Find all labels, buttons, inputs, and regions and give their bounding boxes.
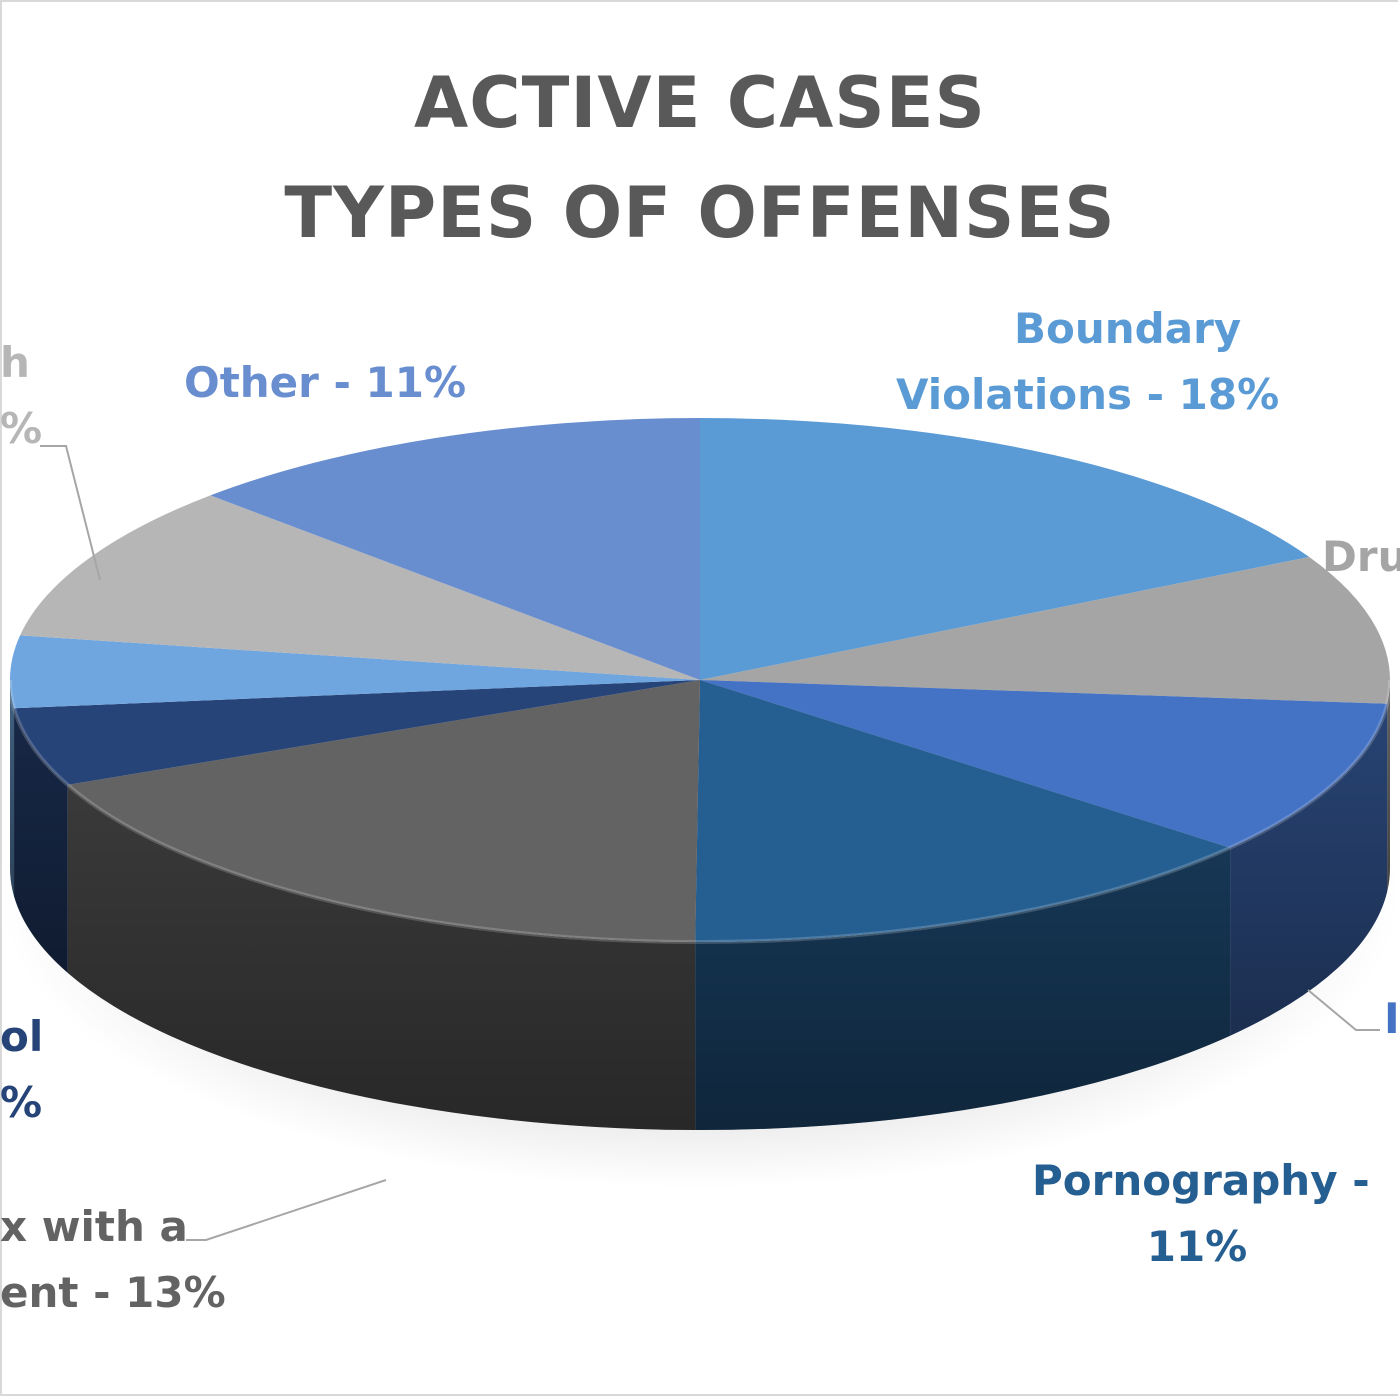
chart-title-line-1: ACTIVE CASES: [414, 62, 986, 144]
slice-side-shade-5: [14, 708, 68, 973]
slice-label-sex-with-a-client: x with a ent - 13%: [0, 1194, 226, 1326]
chart-title-line-2: TYPES OF OFFENSES: [284, 172, 1116, 254]
label-line: %: [0, 1078, 43, 1127]
slice-top-2: [700, 680, 1388, 848]
label-line: Pornography -: [1032, 1156, 1370, 1205]
label-line: Boundary: [1014, 304, 1242, 353]
slice-label-alcohol: ol %: [0, 1004, 43, 1136]
slice-label-other: Other - 11%: [184, 350, 466, 416]
slice-label-h: h %: [0, 330, 42, 462]
slice-side-shade-4: [67, 784, 696, 1130]
label-line: ent - 13%: [0, 1268, 226, 1317]
slice-side-shade-2: [1230, 703, 1388, 1036]
slice-top-8: [210, 418, 701, 680]
label-line: ol: [0, 1012, 44, 1061]
label-line: Other - 11%: [184, 358, 467, 407]
pie-top-faces: [8, 418, 1392, 944]
slice-top-5: [14, 680, 701, 785]
pie-rim-highlight: [8, 679, 1392, 944]
label-line: x with a: [0, 1202, 188, 1251]
slice-top-6: [10, 635, 700, 709]
leader-line-2: [1307, 989, 1380, 1031]
label-line: h: [0, 338, 30, 387]
label-line: Dru: [1322, 532, 1400, 581]
slice-top-3: [695, 680, 1231, 942]
slice-top-7: [20, 495, 701, 680]
pie-side-walls: [10, 680, 1390, 1130]
leader-line-0: [186, 1179, 387, 1241]
slice-side-shade-1: [1387, 680, 1390, 892]
slice-label-pornography: Pornography - 11%: [1032, 1148, 1392, 1280]
slice-top-0: [700, 418, 1310, 680]
label-line: I: [1384, 994, 1400, 1043]
slice-top-4: [67, 680, 700, 942]
slice-label-i: I: [1384, 986, 1400, 1052]
slice-label-drug: Dru: [1322, 524, 1400, 590]
label-line: 11%: [1146, 1222, 1248, 1271]
label-line: Violations - 18%: [896, 370, 1280, 419]
slice-side-shade-6: [10, 680, 15, 897]
leader-lines: [40, 445, 1380, 1241]
slice-side-shade-3: [695, 847, 1231, 1130]
slice-label-boundary-violations: Boundary Violations - 18%: [896, 296, 1279, 428]
label-line: %: [0, 404, 43, 453]
slice-top-1: [700, 556, 1390, 704]
leader-line-1: [40, 445, 101, 581]
